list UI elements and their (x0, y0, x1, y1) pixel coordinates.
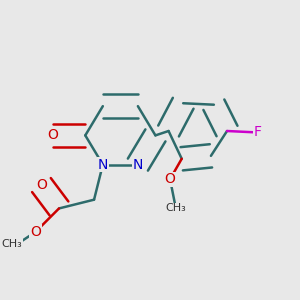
Text: O: O (30, 225, 41, 239)
Text: N: N (98, 158, 108, 172)
Text: CH₃: CH₃ (166, 203, 186, 213)
Text: N: N (133, 158, 143, 172)
Text: O: O (36, 178, 47, 192)
Text: O: O (48, 128, 58, 142)
Text: O: O (165, 172, 176, 186)
Text: CH₃: CH₃ (2, 238, 22, 248)
Text: F: F (254, 125, 262, 140)
